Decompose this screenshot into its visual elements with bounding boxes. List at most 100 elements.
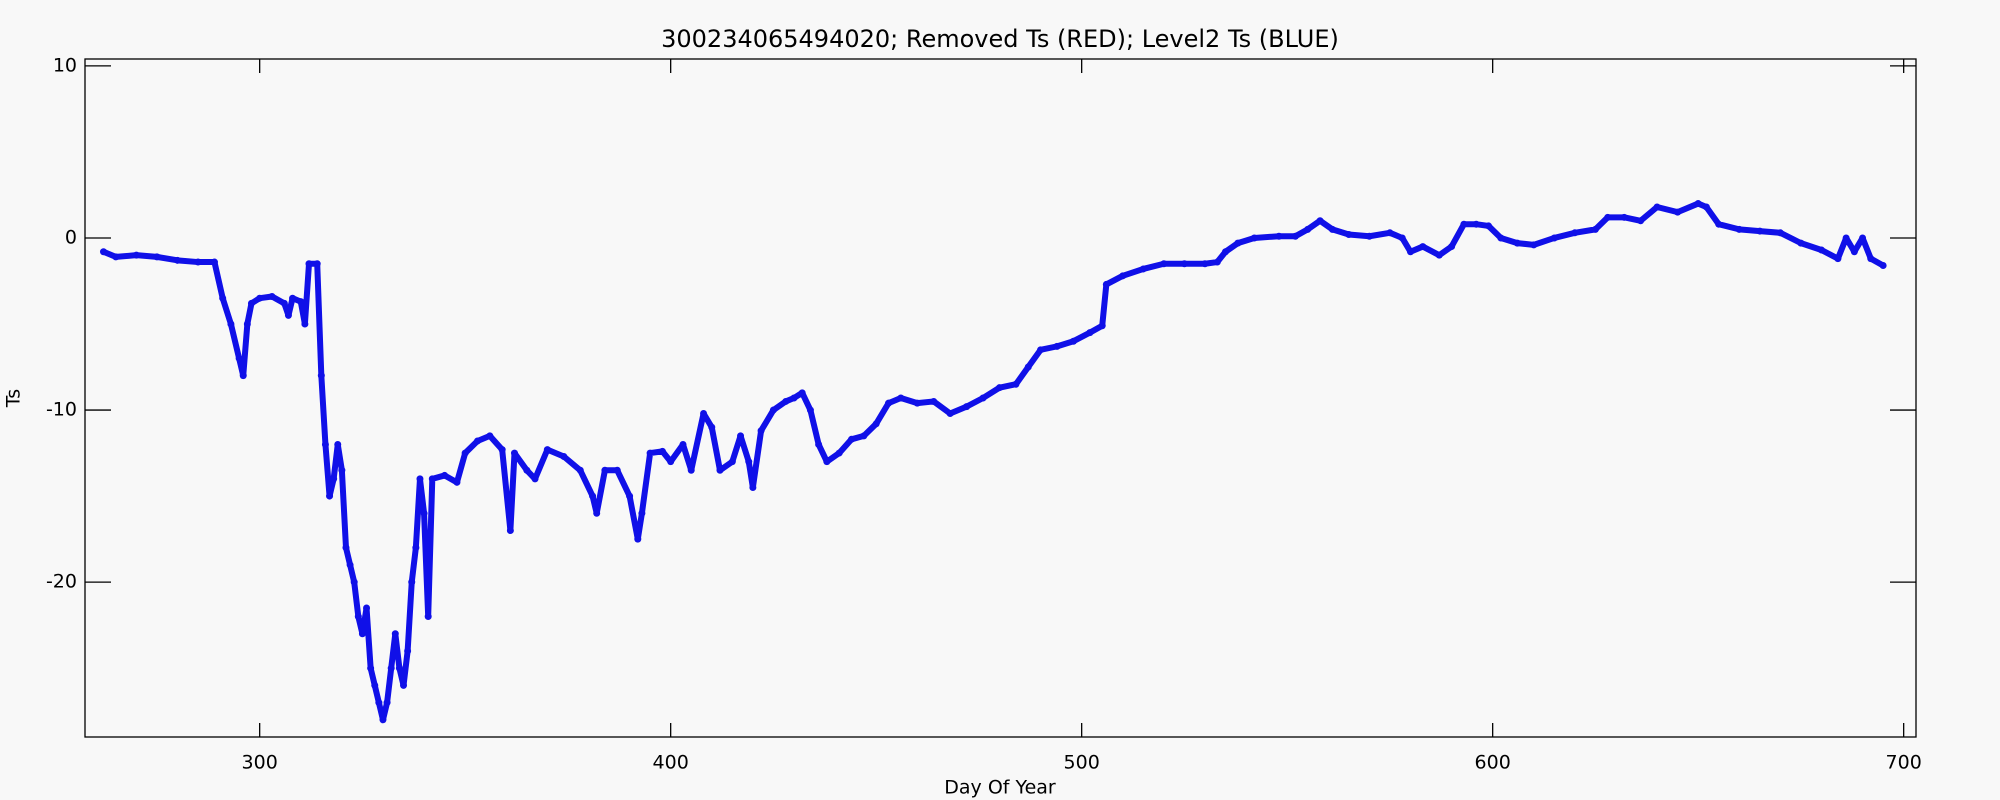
data-point: [782, 397, 790, 405]
data-point: [1460, 220, 1468, 228]
data-point: [601, 466, 609, 474]
data-point: [757, 427, 765, 435]
data-point: [173, 256, 181, 264]
data-point: [1735, 225, 1743, 233]
data-point: [1485, 222, 1493, 230]
data-point: [638, 509, 646, 517]
data-point: [1530, 241, 1538, 249]
data-point: [346, 561, 354, 569]
data-point: [342, 544, 350, 552]
data-point: [289, 294, 297, 302]
data-point: [1304, 225, 1312, 233]
data-point: [897, 394, 905, 402]
data-point: [321, 440, 329, 448]
data-point: [219, 294, 227, 302]
data-point: [1497, 234, 1505, 242]
data-point: [930, 397, 938, 405]
data-point: [667, 458, 675, 466]
data-point: [338, 466, 346, 474]
data-point: [708, 423, 716, 431]
data-point: [1776, 229, 1784, 237]
data-point: [256, 294, 264, 302]
data-point: [576, 466, 584, 474]
x-tick-label: 600: [1475, 752, 1511, 774]
data-point: [679, 440, 687, 448]
data-point: [1201, 260, 1209, 268]
data-point: [946, 409, 954, 417]
data-point: [769, 406, 777, 414]
data-point: [99, 248, 107, 256]
data-point: [153, 253, 161, 261]
data-point: [613, 466, 621, 474]
x-tick-label: 500: [1064, 752, 1100, 774]
data-point: [593, 509, 601, 517]
data-point: [626, 492, 634, 500]
data-point: [363, 604, 371, 612]
y-tick-label: 10: [53, 54, 77, 76]
y-tick-label: -10: [46, 399, 77, 421]
data-point: [239, 372, 247, 380]
data-point: [1694, 200, 1702, 208]
x-axis-label: Day Of Year: [944, 777, 1056, 799]
data-point: [395, 664, 403, 672]
data-point: [247, 299, 255, 307]
data-point: [243, 320, 251, 328]
data-point: [1398, 234, 1406, 242]
data-point: [1024, 363, 1032, 371]
data-point: [420, 509, 428, 517]
data-point: [461, 449, 469, 457]
data-point: [523, 466, 531, 474]
y-axis-label: Ts: [3, 389, 25, 408]
data-point: [371, 681, 379, 689]
data-point: [913, 399, 921, 407]
data-point: [305, 260, 313, 268]
x-tick-label: 400: [653, 752, 689, 774]
data-point: [1053, 342, 1061, 350]
data-point: [995, 384, 1003, 392]
data-point: [1850, 248, 1858, 256]
data-point: [1419, 243, 1427, 251]
data-point: [531, 475, 539, 483]
data-point: [416, 475, 424, 483]
data-point: [313, 260, 321, 268]
data-point: [383, 699, 391, 707]
y-tick-label: -20: [46, 571, 77, 593]
data-point: [284, 311, 292, 319]
data-point: [1234, 239, 1242, 247]
data-point: [1591, 225, 1599, 233]
data-point: [860, 432, 868, 440]
data-point: [474, 437, 482, 445]
data-point: [737, 432, 745, 440]
data-point: [412, 544, 420, 552]
data-point: [1180, 260, 1188, 268]
data-point: [589, 492, 597, 500]
data-point: [268, 292, 276, 300]
data-point: [1817, 246, 1825, 254]
data-point: [194, 258, 202, 266]
data-point: [815, 440, 823, 448]
data-point: [1345, 231, 1353, 239]
data-point: [498, 446, 506, 454]
data-point: [1797, 239, 1805, 247]
data-point: [379, 716, 387, 724]
data-point: [350, 578, 358, 586]
data-point: [823, 458, 831, 466]
data-point: [428, 475, 436, 483]
data-point: [1834, 255, 1842, 263]
data-point: [560, 453, 568, 461]
data-point: [716, 466, 724, 474]
data-point: [1250, 234, 1258, 242]
data-point: [326, 492, 334, 500]
data-point: [1879, 261, 1887, 269]
data-point: [404, 647, 412, 655]
data-point: [1513, 239, 1521, 247]
data-point: [798, 389, 806, 397]
data-point: [634, 535, 642, 543]
data-point: [848, 435, 856, 443]
data-point: [1069, 337, 1077, 345]
data-point: [408, 578, 416, 586]
data-point: [1472, 220, 1480, 228]
data-point: [963, 403, 971, 411]
data-point: [235, 354, 243, 362]
data-point: [1213, 258, 1221, 266]
